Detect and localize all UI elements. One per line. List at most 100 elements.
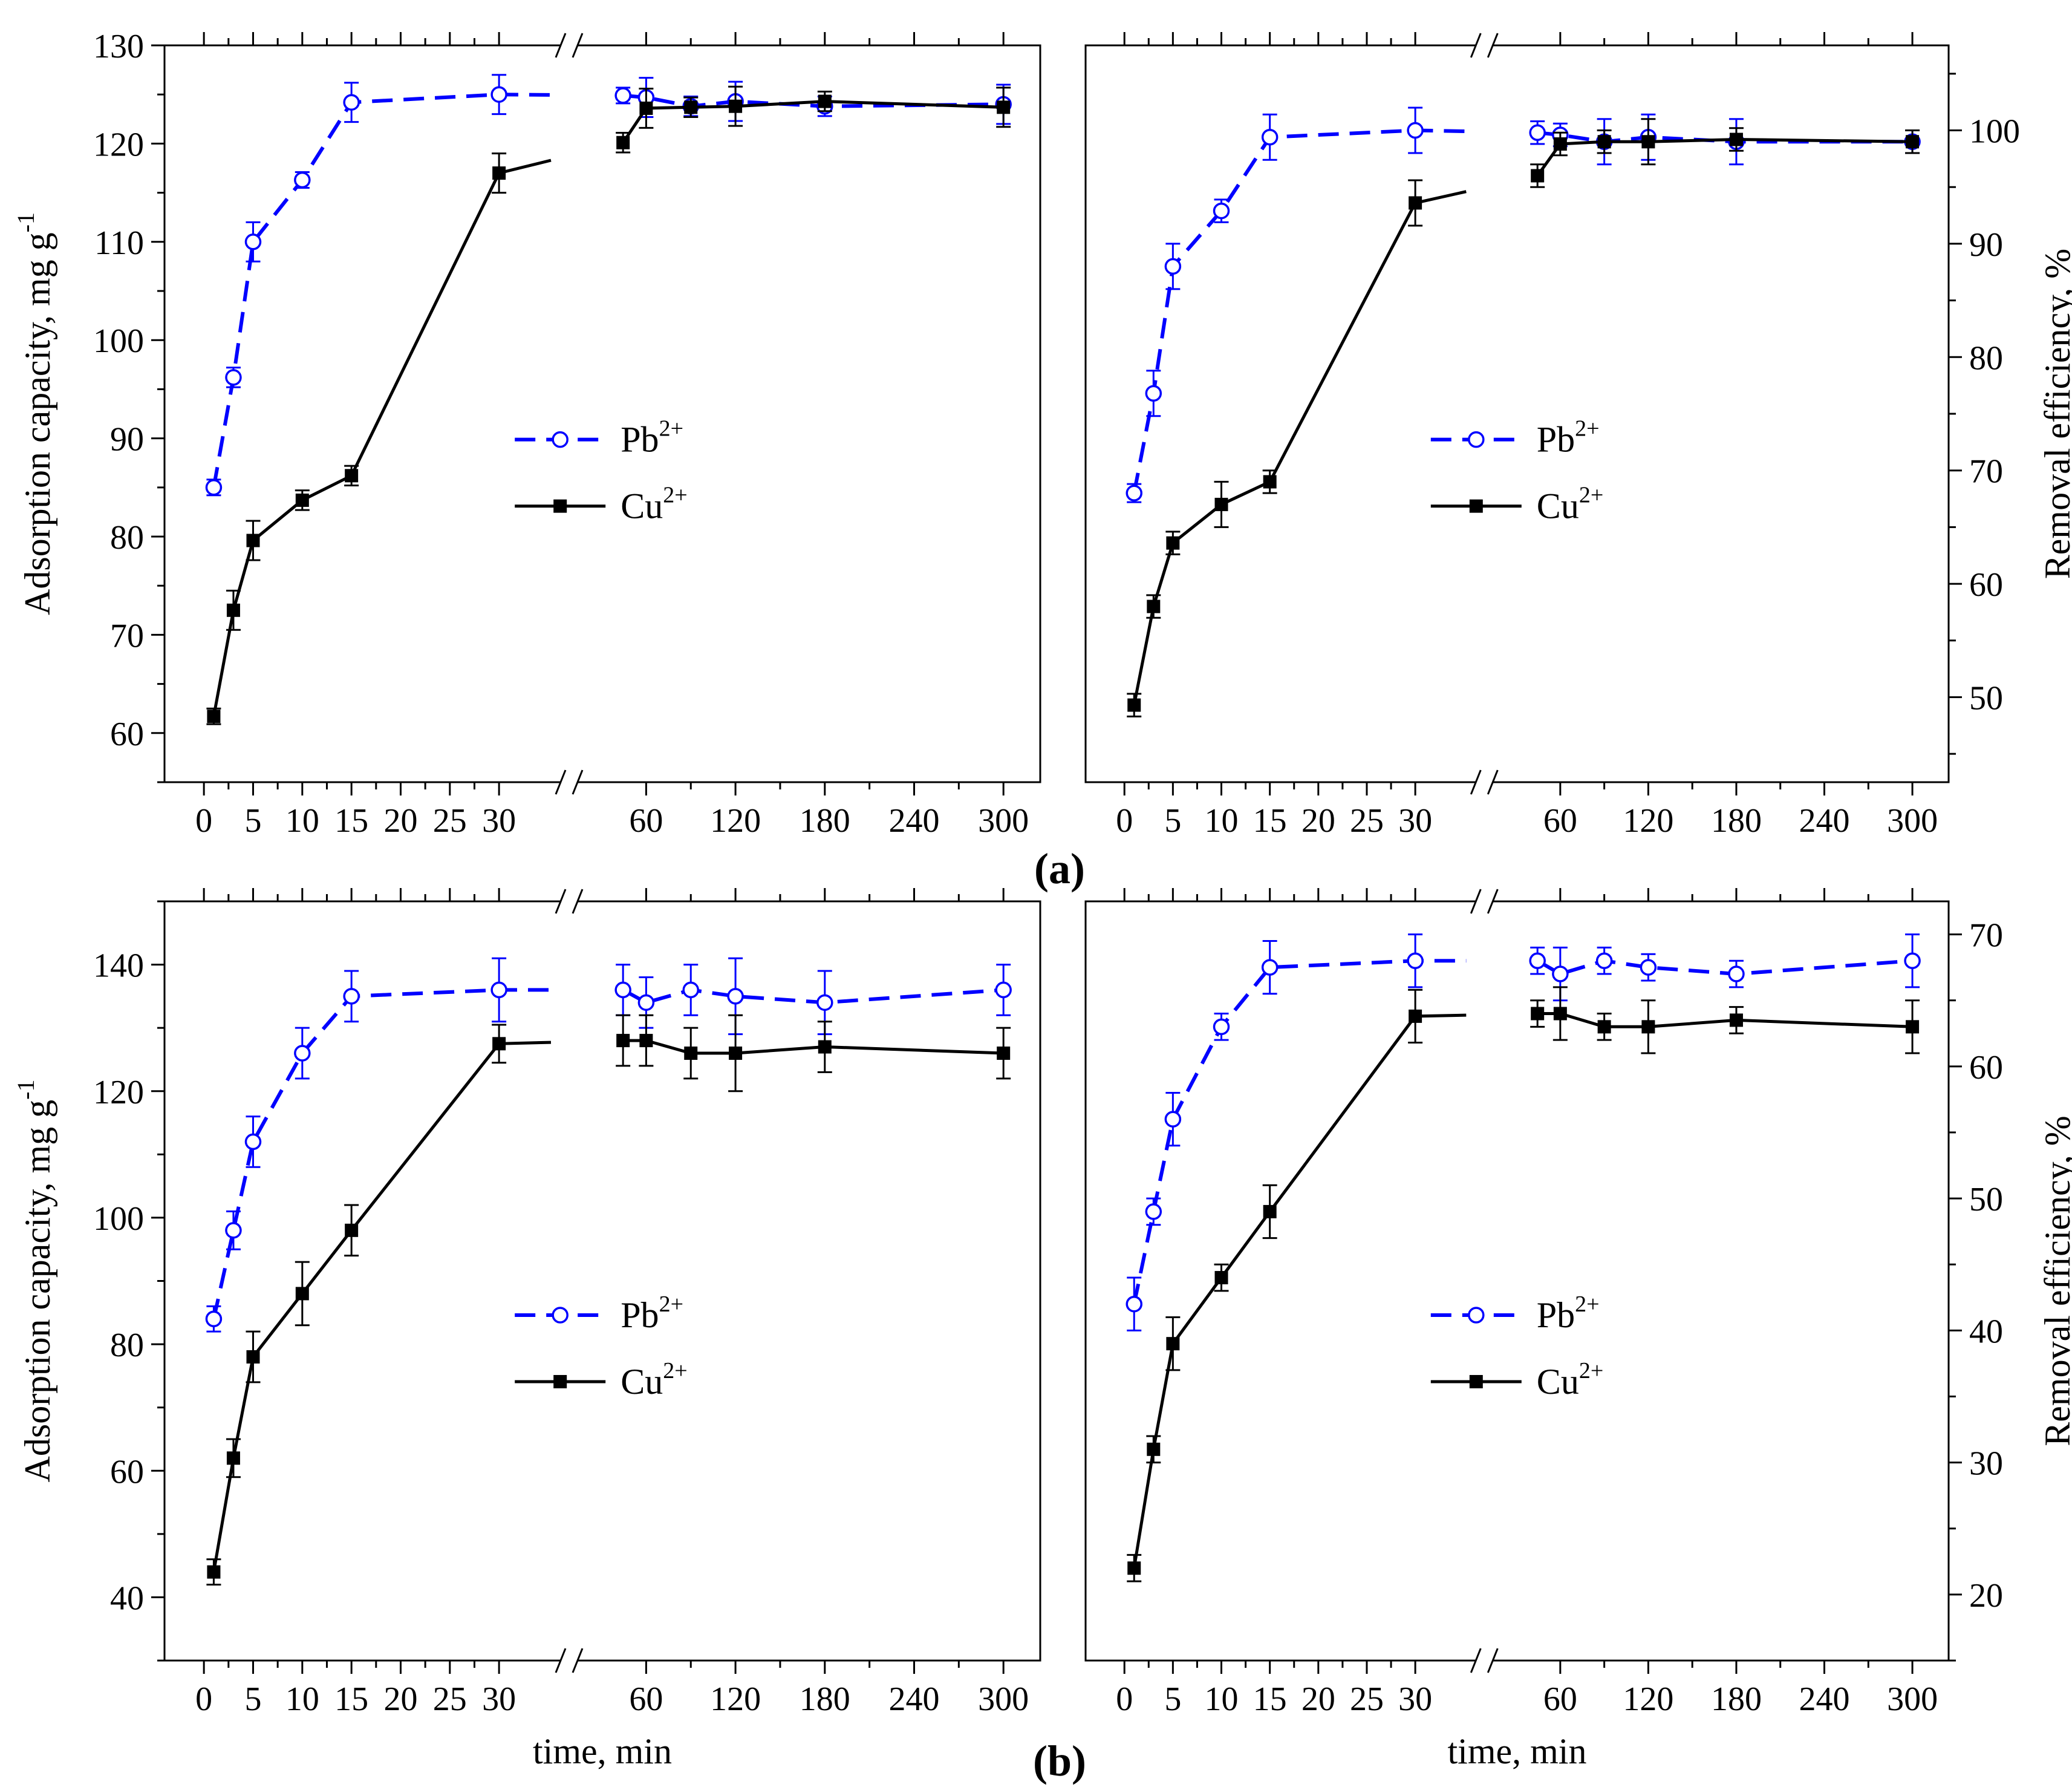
- data-point-circle: [1213, 202, 1230, 220]
- x-tick-label: 10: [285, 802, 319, 840]
- x-tick-label: 10: [285, 1681, 319, 1718]
- y-tick-label: 80: [110, 519, 144, 557]
- data-point-square: [207, 710, 221, 724]
- x-tick-label: 240: [888, 802, 939, 840]
- data-point-circle: [816, 994, 833, 1011]
- x-tick-label: 60: [1543, 1681, 1577, 1718]
- data-point-square: [1531, 1007, 1545, 1021]
- y-axis-title: Adsorption capacity, mg g-1: [12, 1080, 57, 1483]
- series-cu: [1127, 118, 1920, 717]
- data-point-square: [1127, 698, 1141, 712]
- data-point-square: [1214, 497, 1228, 511]
- chart-a-right: 0 5 10 15 20 25 30 60 120 180 240 300 50 60 70 80 90 100 R…: [1084, 32, 2072, 840]
- y-tick-label: 80: [110, 1327, 144, 1364]
- y-tick-label: 50: [1969, 1181, 2003, 1218]
- data-point-square: [997, 100, 1011, 114]
- chart-b-right: 0 5 10 15 20 25 30 60 120 180 240 300 20 30 40 50 60 70 Re…: [1084, 888, 2072, 1771]
- data-point-square: [639, 101, 653, 115]
- x-tick-label: 300: [1887, 1681, 1938, 1718]
- y-tick-label: 50: [1969, 679, 2003, 717]
- x-tick-label: 20: [383, 1681, 417, 1718]
- y-tick-label: 120: [93, 126, 144, 163]
- axis-break-mark: [1470, 33, 1482, 58]
- x-tick-label: 0: [195, 1681, 212, 1718]
- data-point-circle: [1904, 952, 1921, 969]
- x-tick-label: 180: [800, 1681, 850, 1718]
- series-cu: [206, 85, 1011, 725]
- data-point-square: [1166, 1337, 1180, 1351]
- data-point-circle: [490, 981, 507, 999]
- data-point-circle: [1595, 952, 1613, 969]
- x-tick-label: 15: [1253, 1681, 1287, 1718]
- x-tick-label: 15: [334, 1681, 368, 1718]
- axis-break-mark: [555, 889, 567, 914]
- data-point-circle: [244, 1133, 262, 1151]
- legend-entry-pb: Pb2+: [1430, 416, 1600, 460]
- data-point-circle: [490, 86, 507, 103]
- data-point-circle: [1126, 1295, 1142, 1313]
- y-tick-label: 70: [1969, 453, 2003, 491]
- axis-break-gap: [1476, 777, 1493, 787]
- panel-label-a: (a): [1034, 844, 1085, 893]
- axis-break-mark: [1487, 33, 1499, 58]
- x-tick-label: 0: [195, 802, 212, 840]
- x-tick-label: 25: [433, 802, 467, 840]
- data-point-circle: [727, 988, 744, 1005]
- data-point-circle: [244, 234, 262, 250]
- data-point-square: [1263, 475, 1277, 489]
- data-point-square: [684, 100, 698, 114]
- x-tick-label: 240: [1799, 1681, 1850, 1718]
- x-tick-label: 180: [1711, 802, 1762, 840]
- data-point-circle: [614, 87, 631, 104]
- data-point-circle: [682, 981, 699, 999]
- data-point-circle: [1126, 485, 1142, 501]
- axis-break-mark: [1487, 1648, 1499, 1673]
- data-point-square: [1597, 135, 1611, 149]
- data-point-square: [639, 1034, 653, 1048]
- x-tick-label: 240: [1799, 802, 1850, 840]
- axis-break-mark: [1470, 889, 1482, 914]
- legend-marker-square: [553, 499, 567, 513]
- y-tick-label: 60: [1969, 566, 2003, 604]
- series-cu: [1127, 986, 1920, 1583]
- axis-break-mark: [1470, 1648, 1482, 1673]
- axis-break-mark: [572, 889, 584, 914]
- series-cu: [206, 1014, 1011, 1586]
- legend-label-sup: 2+: [663, 483, 687, 508]
- data-point-square: [1553, 137, 1567, 151]
- x-tick-label: 5: [1164, 1681, 1181, 1718]
- axis-break-mark: [555, 33, 567, 58]
- x-tick-label: 60: [629, 1681, 663, 1718]
- x-tick-label: 300: [978, 802, 1029, 840]
- data-point-square: [616, 136, 630, 149]
- data-point-circle: [294, 171, 311, 189]
- x-tick-label: 0: [1116, 1681, 1133, 1718]
- data-point-square: [997, 1047, 1011, 1060]
- data-point-circle: [1529, 952, 1546, 969]
- data-point-circle: [1640, 959, 1657, 976]
- legend-label: Pb2+: [1537, 416, 1600, 460]
- data-point-square: [345, 1223, 359, 1237]
- y-axis-title: Removal efficiency, %: [2038, 249, 2072, 579]
- y-tick-label: 40: [110, 1579, 144, 1617]
- x-tick-label: 60: [629, 802, 663, 840]
- data-point-circle: [1261, 129, 1279, 146]
- axis-break-mark: [572, 1648, 584, 1673]
- legend-label-sup: 2+: [659, 416, 683, 442]
- x-tick-label: 5: [244, 1681, 261, 1718]
- data-point-circle: [1728, 965, 1745, 982]
- x-tick-label: 30: [482, 1681, 516, 1718]
- data-point-square: [1147, 1442, 1161, 1456]
- axis-break-mark: [555, 769, 567, 795]
- data-point-square: [1641, 1020, 1655, 1034]
- x-tick-label: 180: [1711, 1681, 1762, 1718]
- x-tick-label: 10: [1205, 1681, 1239, 1718]
- y-tick-label: 130: [93, 28, 144, 65]
- x-tick-label: 20: [1302, 1681, 1335, 1718]
- data-point-square: [1906, 1020, 1920, 1034]
- legend-label-sup: 2+: [1579, 1358, 1603, 1383]
- data-point-square: [226, 603, 240, 617]
- y-tick-label: 90: [1969, 226, 2003, 264]
- x-tick-label: 120: [710, 802, 761, 840]
- x-tick-label: 120: [1623, 802, 1673, 840]
